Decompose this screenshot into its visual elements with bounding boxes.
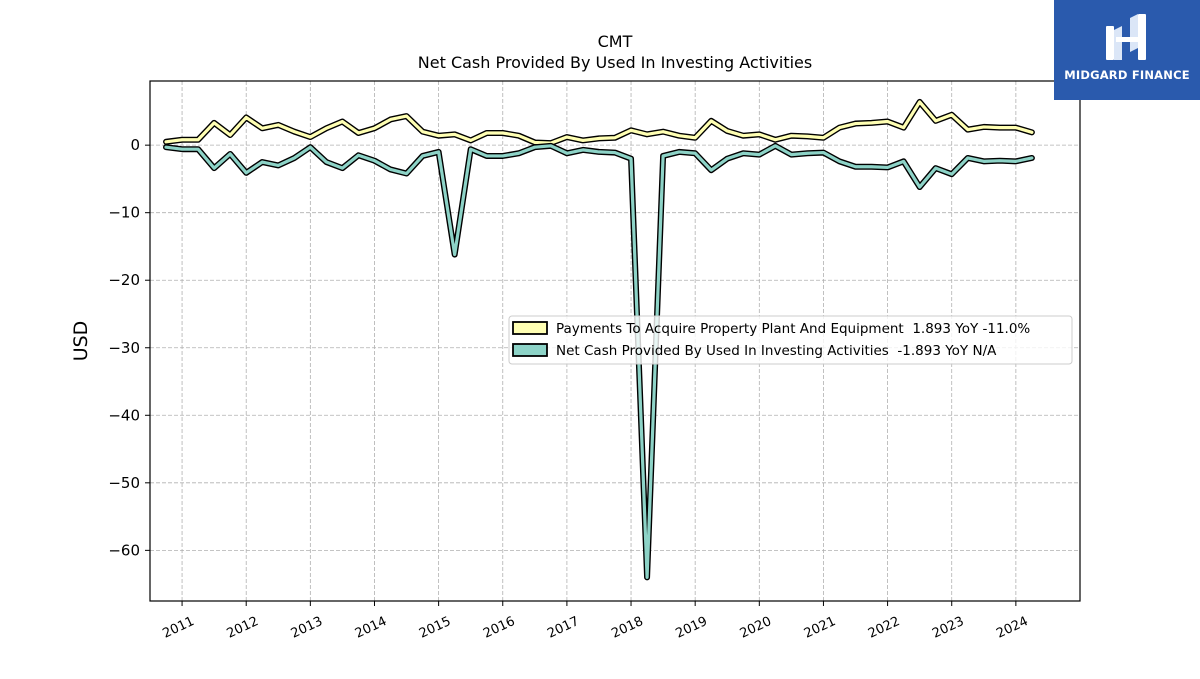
x-tick-label: 2015	[417, 614, 453, 642]
midgard-logo-icon	[1106, 14, 1146, 60]
x-tick-label: 2021	[802, 614, 838, 642]
x-tick-label: 2022	[866, 614, 902, 642]
series-lines	[163, 98, 1035, 581]
series-line-payments	[164, 100, 1034, 145]
x-tick-label: 2023	[930, 614, 966, 642]
legend-label-net-cash: Net Cash Provided By Used In Investing A…	[556, 343, 997, 359]
y-tick-label: −50	[108, 474, 140, 492]
brand-name: MIDGARD FINANCE	[1064, 68, 1190, 82]
brand-logo: MIDGARD FINANCE	[1054, 0, 1200, 100]
y-tick-label: −40	[108, 406, 140, 424]
y-tick-label: 0	[130, 136, 140, 154]
x-tick-label: 2013	[289, 614, 325, 642]
chart-subtitle: Net Cash Provided By Used In Investing A…	[418, 53, 812, 72]
legend-box	[508, 315, 1073, 365]
y-tick-label: −60	[108, 541, 140, 559]
legend-swatch-payments	[512, 321, 548, 335]
legend-label-payments: Payments To Acquire Property Plant And E…	[556, 321, 1030, 337]
y-tick-label: −20	[108, 271, 140, 289]
x-tick-label: 2019	[674, 614, 710, 642]
x-tick-label: 2024	[994, 614, 1030, 642]
x-tick-label: 2018	[609, 614, 645, 642]
chart-title: CMT	[598, 32, 633, 51]
x-tick-label: 2012	[225, 614, 261, 642]
y-tick-label: −30	[108, 339, 140, 357]
x-tick-label: 2017	[545, 614, 581, 642]
series-line-net-cash	[164, 144, 1034, 579]
legend: Payments To Acquire Property Plant And E…	[508, 315, 1073, 365]
y-tick-label: −10	[108, 204, 140, 222]
plot-frame	[149, 80, 1081, 602]
x-tick-label: 2016	[481, 614, 517, 642]
axis-ticks: 2011 2012 2013 2014 2015 2016 2017 2018 2019 2020…	[108, 136, 1030, 641]
legend-swatch-net-cash	[512, 343, 548, 357]
x-tick-label: 2020	[738, 614, 774, 642]
x-tick-label: 2011	[160, 614, 196, 642]
y-axis-label: USD	[70, 321, 92, 362]
x-tick-label: 2014	[353, 614, 389, 642]
